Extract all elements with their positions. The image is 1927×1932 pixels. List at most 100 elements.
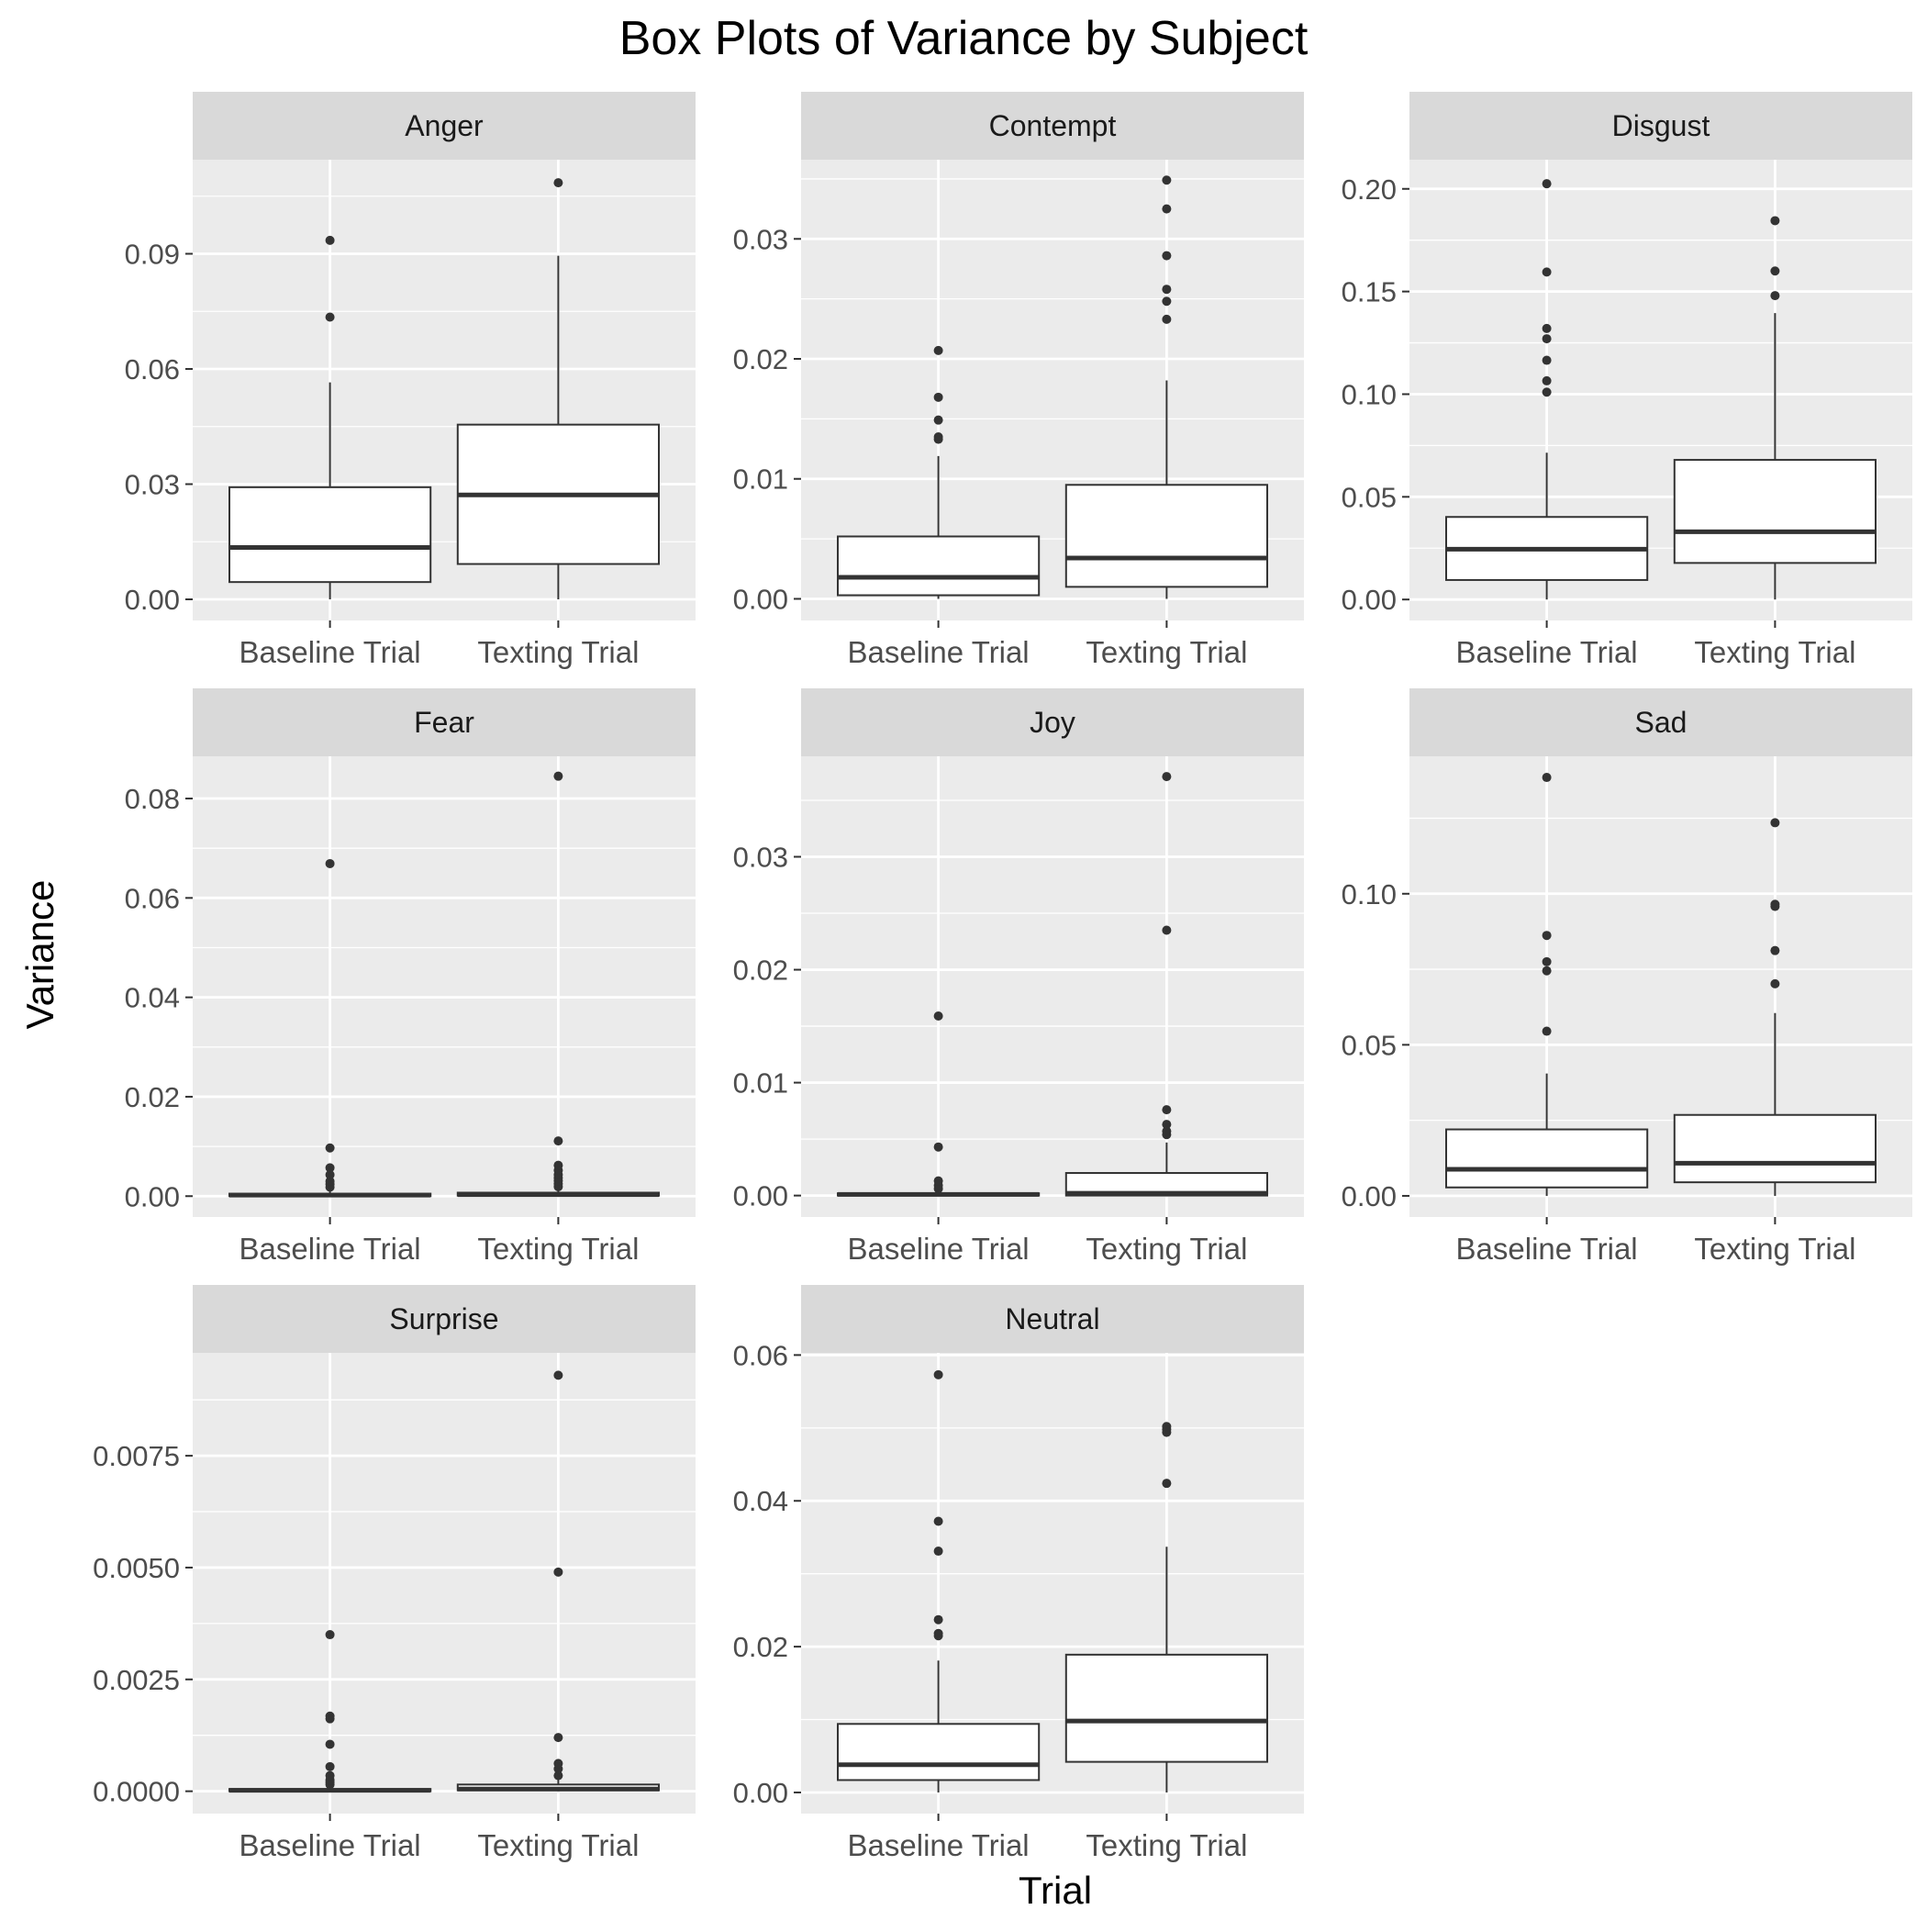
y-tick-label: 0.10	[1342, 878, 1397, 910]
facet-label: Surprise	[389, 1302, 498, 1335]
outlier-point	[325, 1177, 335, 1187]
box-texting	[456, 771, 660, 1198]
outlier-point	[1162, 251, 1172, 261]
x-tick-label: Baseline Trial	[848, 635, 1030, 669]
iqr-box	[1064, 1653, 1268, 1763]
y-tick-label: 0.15	[1342, 276, 1397, 308]
y-tick-label: 0.0050	[93, 1552, 180, 1584]
outlier-point	[325, 1163, 335, 1173]
outlier-point	[1162, 1126, 1172, 1136]
outlier-point	[1770, 818, 1780, 828]
facet-strip	[1409, 688, 1912, 756]
facet-strip	[801, 1285, 1304, 1353]
iqr-box	[837, 1723, 1041, 1781]
panel-background	[193, 756, 696, 1217]
x-tick-label: Baseline Trial	[1456, 1232, 1638, 1266]
outlier-point	[1162, 296, 1172, 307]
facet-joy: Joy 0.00 0.01 0.02 0.03 Baseline Trial Texting…	[733, 688, 1304, 1266]
outlier-point	[1542, 375, 1552, 385]
outlier-point	[325, 858, 335, 868]
box-baseline	[837, 1011, 1041, 1197]
x-tick-label: Texting Trial	[477, 635, 639, 669]
y-tick-label: 0.05	[1342, 481, 1397, 513]
box-texting	[456, 178, 660, 599]
x-tick-label: Baseline Trial	[1456, 635, 1638, 669]
box-baseline	[837, 345, 1041, 599]
iqr-box	[1445, 1128, 1649, 1189]
outlier-point	[1542, 387, 1552, 397]
outlier-point	[553, 1567, 563, 1577]
outlier-point	[933, 1547, 943, 1557]
y-tick-label: 0.10	[1342, 378, 1397, 410]
y-tick-label: 0.05	[1342, 1029, 1397, 1061]
y-tick-label: 0.01	[733, 463, 788, 496]
x-tick-label: Texting Trial	[1086, 1232, 1247, 1266]
outlier-point	[933, 1628, 943, 1638]
outlier-point	[933, 392, 943, 402]
y-tick-label: 0.0025	[93, 1664, 180, 1696]
outlier-point	[1770, 945, 1780, 955]
y-tick-label: 0.03	[733, 842, 788, 874]
facet-label: Contempt	[989, 109, 1117, 142]
outlier-point	[553, 1136, 563, 1146]
outlier-point	[1162, 772, 1172, 782]
x-tick-label: Baseline Trial	[239, 635, 421, 669]
outlier-point	[1542, 267, 1552, 277]
x-tick-label: Texting Trial	[1086, 635, 1247, 669]
box-texting	[1064, 1422, 1268, 1792]
outlier-point	[553, 1733, 563, 1743]
facet-label: Neutral	[1005, 1302, 1099, 1335]
facet-label: Anger	[405, 109, 484, 142]
outlier-point	[1162, 204, 1172, 214]
x-tick-label: Texting Trial	[477, 1828, 639, 1862]
y-tick-label: 0.00	[125, 584, 180, 616]
facet-strip	[801, 688, 1304, 756]
outlier-point	[1542, 323, 1552, 333]
outlier-point	[933, 1369, 943, 1379]
outlier-point	[1542, 355, 1552, 365]
outlier-point	[325, 1143, 335, 1153]
y-tick-label: 0.02	[125, 1081, 180, 1113]
outlier-point	[1542, 179, 1552, 189]
outlier-point	[553, 1770, 563, 1781]
outlier-point	[325, 1711, 335, 1721]
facet-surprise: Surprise 0.0000 0.0025 0.0050 0.0075 Baseline…	[93, 1285, 696, 1862]
y-tick-label: 0.0075	[93, 1440, 180, 1472]
y-tick-label: 0.02	[733, 955, 788, 987]
outlier-point	[1162, 1120, 1172, 1130]
facet-disgust: Disgust 0.00 0.05 0.10 0.15 0.20 Baseline Tria…	[1342, 92, 1912, 669]
y-tick-label: 0.00	[733, 583, 788, 615]
y-tick-label: 0.03	[733, 223, 788, 255]
outlier-point	[1162, 1422, 1172, 1432]
box-texting	[1064, 175, 1268, 599]
box-baseline	[228, 858, 432, 1198]
y-tick-label: 0.02	[733, 343, 788, 375]
outlier-point	[325, 235, 335, 245]
outlier-point	[933, 1142, 943, 1152]
y-tick-label: 0.00	[1342, 584, 1397, 616]
outlier-point	[933, 1011, 943, 1021]
outlier-point	[1162, 175, 1172, 185]
iqr-box	[1064, 484, 1268, 588]
y-tick-label: 0.06	[733, 1339, 788, 1371]
outlier-point	[1770, 978, 1780, 988]
box-texting	[456, 1370, 660, 1792]
y-tick-label: 0.06	[125, 353, 180, 385]
facet-anger: Anger 0.00 0.03 0.06 0.09 Baseline Trial Texti…	[125, 92, 696, 669]
outlier-point	[1162, 314, 1172, 324]
facet-neutral: Neutral 0.00 0.02 0.04 0.06 Baseline Trial Tex…	[733, 1285, 1304, 1862]
x-tick-label: Texting Trial	[1694, 1232, 1855, 1266]
outlier-point	[933, 1516, 943, 1526]
box-texting	[1064, 772, 1268, 1197]
outlier-point	[1770, 266, 1780, 276]
y-tick-label: 0.0000	[93, 1776, 180, 1808]
y-tick-label: 0.02	[733, 1631, 788, 1663]
x-tick-label: Baseline Trial	[848, 1828, 1030, 1862]
y-tick-label: 0.01	[733, 1067, 788, 1100]
outlier-point	[1162, 1479, 1172, 1489]
facet-strip	[1409, 92, 1912, 160]
y-tick-label: 0.04	[125, 982, 180, 1014]
x-tick-label: Texting Trial	[1694, 635, 1855, 669]
facet-label: Sad	[1635, 706, 1688, 739]
